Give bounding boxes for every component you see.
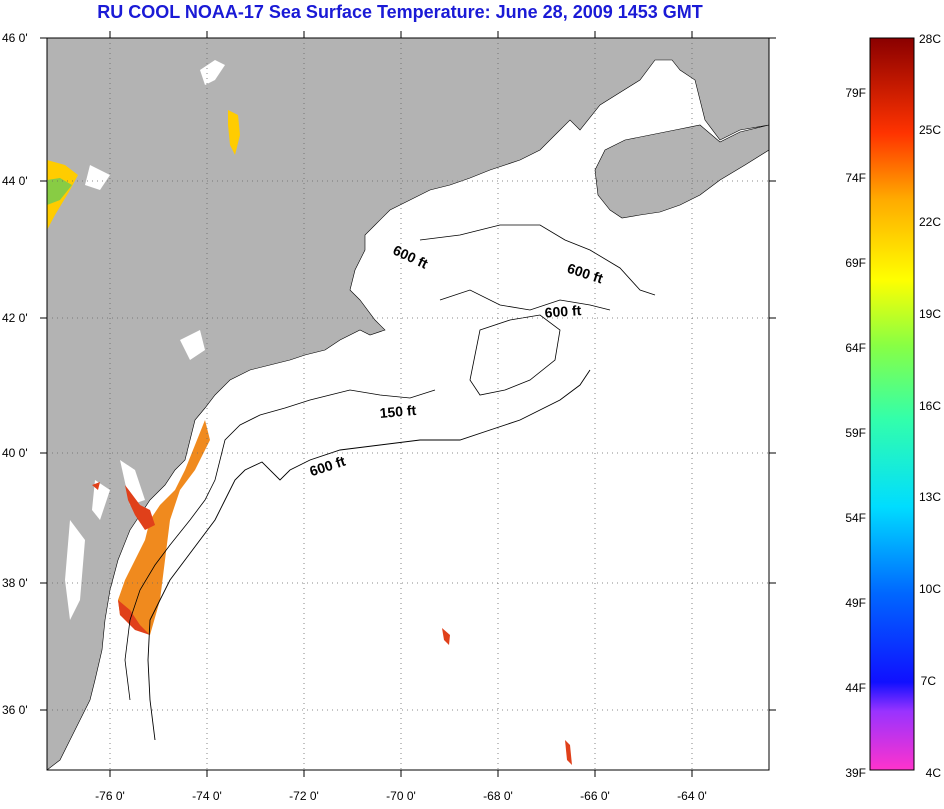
colorbar-f-label: 69F xyxy=(845,256,866,270)
land-mass xyxy=(47,38,769,770)
lon-label: -68 0' xyxy=(483,789,513,803)
colorbar-f-label: 79F xyxy=(845,86,866,100)
colorbar-f-label: 59F xyxy=(845,426,866,440)
colorbar-f-label: 54F xyxy=(845,511,866,525)
land-nova-scotia xyxy=(594,124,769,219)
lat-label: 38 0' xyxy=(2,576,28,590)
map-title: RU COOL NOAA-17 Sea Surface Temperature:… xyxy=(97,2,703,22)
lat-label: 46 0' xyxy=(2,31,28,45)
colorbar-c-label: 28C xyxy=(919,32,941,46)
lon-label: -76 0' xyxy=(95,789,125,803)
lon-label: -74 0' xyxy=(192,789,222,803)
lon-label: -72 0' xyxy=(289,789,319,803)
lon-label: -64 0' xyxy=(677,789,707,803)
colorbar-c-label: 7C xyxy=(921,674,937,688)
lat-label: 36 0' xyxy=(2,703,28,717)
lat-label: 42 0' xyxy=(2,311,28,325)
colorbar-c-label: 10C xyxy=(919,582,941,596)
colorbar-f-label: 49F xyxy=(845,596,866,610)
colorbar-c-label: 22C xyxy=(919,215,941,229)
map-ticks xyxy=(40,31,776,777)
lat-gridlines xyxy=(47,180,769,711)
lon-gridlines xyxy=(109,38,693,770)
colorbar-c-label: 19C xyxy=(919,307,941,321)
lat-label: 40 0' xyxy=(2,446,28,460)
sst-patch-coast xyxy=(118,420,210,635)
colorbar-c-label: 16C xyxy=(919,399,941,413)
lon-label: -66 0' xyxy=(580,789,610,803)
lat-label: 44 0' xyxy=(2,174,28,188)
lon-label: -70 0' xyxy=(386,789,416,803)
map-frame xyxy=(46,37,770,771)
contour-label: 600 ft xyxy=(544,302,582,321)
contour-label: 150 ft xyxy=(379,402,417,421)
colorbar xyxy=(869,37,915,771)
colorbar-c-label: 13C xyxy=(919,490,941,504)
colorbar-f-label: 64F xyxy=(845,341,866,355)
colorbar-f-label: 39F xyxy=(845,766,866,780)
colorbar-c-label: 25C xyxy=(919,123,941,137)
colorbar-f-label: 44F xyxy=(845,681,866,695)
colorbar-f-label: 74F xyxy=(845,171,866,185)
colorbar-c-label: 4C xyxy=(926,766,942,780)
